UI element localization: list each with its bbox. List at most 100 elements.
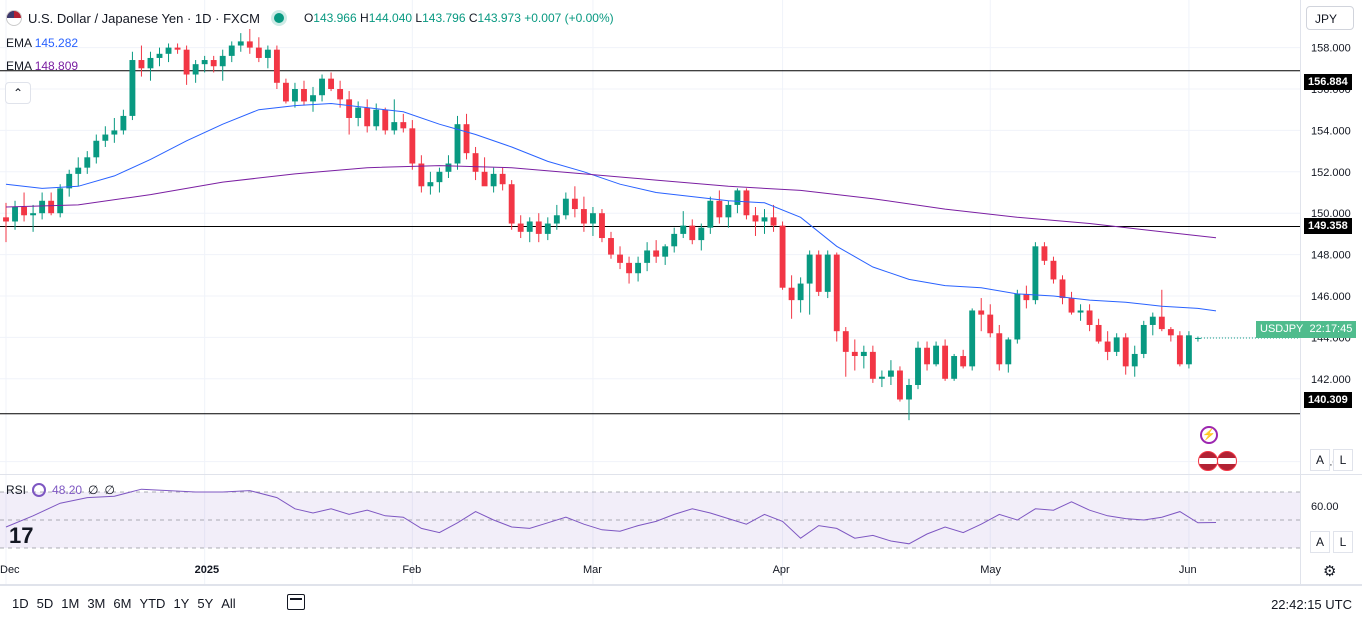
collapse-legend-button[interactable]: ⌃ xyxy=(5,82,31,104)
candle-body xyxy=(66,173,73,189)
rsi-legend[interactable]: RSI 48.20 ∅ ∅ xyxy=(6,483,115,497)
level-tag-middle: 149.358 xyxy=(1304,218,1352,234)
candle-body xyxy=(472,153,479,172)
candle-body xyxy=(960,356,967,367)
gear-icon[interactable]: ⚙ xyxy=(1323,563,1337,580)
candle-body xyxy=(102,134,109,141)
market-open-icon xyxy=(273,13,284,23)
candle-body xyxy=(644,250,651,263)
candle-body xyxy=(273,49,280,83)
range-1d[interactable]: 1D xyxy=(12,596,29,611)
price-tick-label: 158.000 xyxy=(1311,43,1351,55)
range-1y[interactable]: 1Y xyxy=(173,596,190,611)
candle-body xyxy=(951,356,958,379)
time-tick-label: Jun xyxy=(1179,564,1197,576)
candle-body xyxy=(192,64,199,75)
range-5y[interactable]: 5Y xyxy=(197,596,214,611)
candle-body xyxy=(48,200,55,214)
ohlc-values: O143.966 H144.040 L143.796 C143.973 +0.0… xyxy=(303,11,614,25)
candle-body xyxy=(725,204,732,218)
range-all[interactable]: All xyxy=(221,596,236,611)
candle-body xyxy=(1041,246,1048,261)
candle-body xyxy=(391,122,398,131)
rsi-auto-scale-button[interactable]: A xyxy=(1310,531,1330,553)
rsi-tick-label: 60.00 xyxy=(1311,501,1339,513)
tradingview-logo: 17 xyxy=(9,523,33,548)
candle-body xyxy=(544,223,551,234)
candle-body xyxy=(1050,260,1057,280)
level-tag-lower: 140.309 xyxy=(1304,392,1352,408)
candle-body xyxy=(454,124,461,164)
range-3m[interactable]: 3M xyxy=(87,596,106,611)
ema-slow-legend[interactable]: EMA 148.809 xyxy=(6,59,79,73)
candle-body xyxy=(93,140,100,158)
candle-body xyxy=(228,45,235,56)
candle-body xyxy=(698,227,705,241)
candle-body xyxy=(210,60,217,67)
lightning-icon[interactable]: ⚡ xyxy=(1200,426,1218,444)
candle-body xyxy=(481,171,488,187)
candle-body xyxy=(237,41,244,46)
candle-body xyxy=(851,351,858,357)
candle-body xyxy=(1077,310,1084,313)
rsi-settings-icon[interactable] xyxy=(32,483,47,497)
candle-body xyxy=(12,206,18,222)
candle-body xyxy=(1059,279,1066,299)
candle-body xyxy=(915,347,921,385)
time-tick-label: 2025 xyxy=(195,564,219,576)
range-6m[interactable]: 6M xyxy=(113,596,132,611)
rsi-log-scale-button[interactable]: L xyxy=(1333,531,1353,553)
candle-body xyxy=(319,78,325,96)
candle-body xyxy=(111,130,118,135)
range-5d[interactable]: 5D xyxy=(36,596,54,611)
candle-body xyxy=(400,122,407,129)
level-tag-upper: 156.884 xyxy=(1304,74,1352,90)
candle-body xyxy=(707,200,714,228)
candle-body xyxy=(770,217,777,226)
us-flag-icon[interactable] xyxy=(1217,451,1237,471)
candle-body xyxy=(797,283,804,301)
candle-body xyxy=(1023,293,1030,301)
candle-body xyxy=(869,351,876,379)
candle-body xyxy=(571,198,578,210)
candle-body xyxy=(427,182,434,187)
log-scale-button[interactable]: L xyxy=(1333,449,1353,471)
candle-body xyxy=(987,314,994,334)
candle-body xyxy=(860,351,867,357)
currency-selector[interactable]: JPY xyxy=(1306,6,1354,30)
symbol-title[interactable]: U.S. Dollar / Japanese Yen · 1D · FXCM xyxy=(28,10,260,26)
candle-body xyxy=(201,60,208,65)
candle-body xyxy=(1149,316,1156,325)
candle-body xyxy=(815,254,822,292)
candle-body xyxy=(246,41,253,48)
chevron-up-icon: ⌃ xyxy=(12,86,24,100)
candle-body xyxy=(436,171,443,183)
candle-body xyxy=(689,225,696,241)
candle-body xyxy=(580,209,587,224)
candle-body xyxy=(310,95,316,102)
candle-body xyxy=(653,250,660,257)
candle-body xyxy=(996,333,1003,365)
candle-body xyxy=(1131,353,1138,367)
candle-body xyxy=(562,198,569,216)
ema-fast-legend[interactable]: EMA 145.282 xyxy=(6,36,79,50)
price-tick-label: 146.000 xyxy=(1311,291,1351,303)
range-1m[interactable]: 1M xyxy=(61,596,80,611)
price-tick-label: 148.000 xyxy=(1311,250,1351,262)
candle-body xyxy=(355,107,362,118)
utc-clock[interactable]: 22:42:15 UTC xyxy=(1271,597,1352,612)
candle-body xyxy=(463,124,470,154)
candle-body xyxy=(445,163,452,172)
candle-body xyxy=(1158,316,1165,330)
calendar-icon[interactable] xyxy=(287,594,305,610)
candle-body xyxy=(156,53,163,58)
candle-body xyxy=(599,213,605,239)
candle-body xyxy=(906,384,912,400)
us-flag-icon[interactable] xyxy=(1198,451,1218,471)
price-tick-label: 152.000 xyxy=(1311,167,1351,179)
candle-body xyxy=(1113,337,1120,352)
auto-scale-button[interactable]: A xyxy=(1310,449,1330,471)
range-ytd[interactable]: YTD xyxy=(139,596,166,611)
